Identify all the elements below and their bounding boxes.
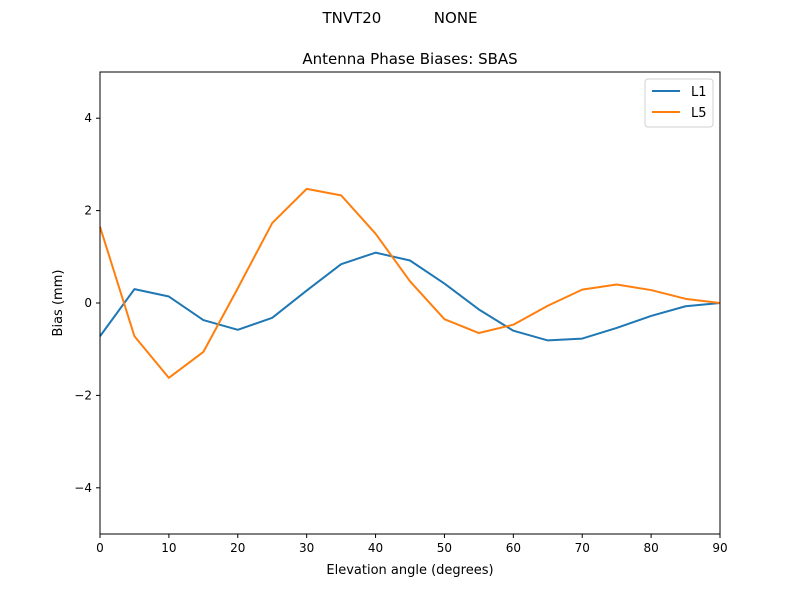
x-axis-label: Elevation angle (degrees) xyxy=(326,563,493,578)
y-tick-label: −4 xyxy=(74,481,92,495)
x-tick-label: 50 xyxy=(437,541,452,555)
y-tick-label: 2 xyxy=(84,204,92,218)
x-tick-label: 70 xyxy=(575,541,590,555)
x-tick-label: 40 xyxy=(368,541,383,555)
y-tick-label: −2 xyxy=(74,388,92,402)
plot-frame xyxy=(99,71,721,535)
y-tick-label: 4 xyxy=(84,111,92,125)
series-line-l1 xyxy=(99,251,721,342)
chart-title: Antenna Phase Biases: SBAS xyxy=(302,50,517,68)
x-tick-label: 60 xyxy=(506,541,521,555)
y-axis: −4 −2 0 2 4 xyxy=(74,111,100,495)
y-axis-label: Bias (mm) xyxy=(51,270,66,337)
legend-label-l1: L1 xyxy=(691,85,707,100)
x-tick-label: 20 xyxy=(230,541,245,555)
y-tick-label: 0 xyxy=(84,296,92,310)
x-tick-label: 90 xyxy=(712,541,727,555)
x-tick-label: 10 xyxy=(161,541,176,555)
series-layer xyxy=(99,187,721,379)
series-line-l5 xyxy=(99,187,721,379)
legend-label-l5: L5 xyxy=(691,106,707,121)
figure-suptitle: TNVT20 NONE xyxy=(322,9,478,27)
x-tick-label: 0 xyxy=(96,541,104,555)
x-axis: 0 10 20 30 40 50 60 70 80 90 xyxy=(96,534,728,555)
x-tick-label: 80 xyxy=(643,541,658,555)
x-tick-label: 30 xyxy=(299,541,314,555)
